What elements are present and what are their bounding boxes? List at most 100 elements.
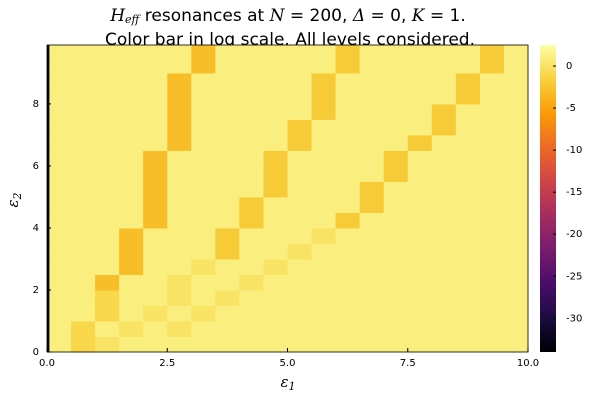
heatmap-cell — [335, 289, 361, 306]
heatmap-cell — [49, 165, 72, 182]
heatmap-cell — [47, 305, 50, 322]
heatmap-cell — [167, 212, 192, 229]
heatmap-cell — [263, 88, 288, 105]
heatmap-cell — [479, 243, 505, 260]
heatmap-cell — [383, 165, 409, 182]
heatmap-cell — [263, 103, 288, 120]
heatmap-cell — [335, 165, 361, 182]
heatmap-cell — [263, 336, 288, 353]
heatmap-cell — [239, 305, 264, 322]
heatmap-cell — [143, 336, 168, 353]
heatmap-cell — [71, 243, 96, 260]
heatmap-cell — [215, 134, 240, 151]
heatmap-cell — [215, 196, 240, 213]
heatmap-cell — [335, 274, 361, 291]
heatmap-cell — [167, 336, 192, 353]
heatmap-cell — [383, 320, 409, 337]
heatmap-cell — [239, 181, 264, 198]
heatmap-cell — [503, 336, 529, 353]
heatmap-cell — [407, 88, 433, 105]
heatmap-cell — [49, 227, 72, 244]
heatmap-cell — [215, 289, 240, 306]
heatmap-cell — [49, 305, 72, 322]
heatmap-cell — [239, 134, 264, 151]
heatmap-cell — [215, 305, 240, 322]
heatmap-cell — [47, 88, 50, 105]
heatmap-cell — [383, 336, 409, 353]
heatmap-cell — [47, 274, 50, 291]
heatmap-cell — [119, 119, 144, 136]
heatmap-cell — [119, 72, 144, 89]
heatmap-cell — [383, 103, 409, 120]
heatmap-cell — [95, 165, 120, 182]
heatmap-cell — [311, 57, 337, 74]
heatmap-cell — [239, 45, 264, 58]
heatmap-cell — [119, 150, 144, 167]
heatmap-cell — [95, 181, 120, 198]
heatmap-cell — [49, 274, 72, 291]
heatmap-cell — [49, 45, 72, 58]
heatmap-cell — [95, 320, 120, 337]
heatmap-cell — [47, 258, 50, 275]
heatmap-cell — [431, 289, 457, 306]
heatmap-cell — [239, 243, 264, 260]
heatmap-cell — [503, 119, 529, 136]
heatmap-cell — [191, 57, 216, 74]
heatmap-cell — [311, 243, 337, 260]
heatmap-cell — [95, 305, 120, 322]
heatmap-cell — [143, 72, 168, 89]
heatmap-cell — [311, 134, 337, 151]
heatmap-cell — [143, 243, 168, 260]
heatmap-cell — [431, 212, 457, 229]
heatmap-cell — [215, 103, 240, 120]
heatmap-cell — [503, 57, 529, 74]
heatmap-cell — [311, 258, 337, 275]
text-fragment: eff — [125, 13, 142, 26]
heatmap-cell — [287, 274, 313, 291]
y-tick-label: 4 — [33, 223, 39, 234]
heatmap-cell — [407, 305, 433, 322]
heatmap-cell — [383, 274, 409, 291]
heatmap-cell — [119, 57, 144, 74]
heatmap-cell — [287, 165, 313, 182]
heatmap-cell — [119, 181, 144, 198]
heatmap-cell — [167, 196, 192, 213]
heatmap-cell — [359, 258, 385, 275]
heatmap-cell — [239, 72, 264, 89]
heatmap-cell — [287, 196, 313, 213]
heatmap-cell — [47, 72, 50, 89]
heatmap-cell — [455, 88, 481, 105]
heatmap-cell — [143, 45, 168, 58]
heatmap-cell — [263, 45, 288, 58]
heatmap-cell — [119, 258, 144, 275]
heatmap-cell — [215, 274, 240, 291]
heatmap-cell — [47, 165, 50, 182]
heatmap-cell — [383, 243, 409, 260]
heatmap-cell — [455, 72, 481, 89]
heatmap-cell — [263, 274, 288, 291]
heatmap-cell — [47, 103, 50, 120]
heatmap-cell — [263, 258, 288, 275]
heatmap-cell — [191, 119, 216, 136]
heatmap-cell — [47, 57, 50, 74]
heatmap-cell — [287, 181, 313, 198]
heatmap-cell — [407, 45, 433, 58]
heatmap-cell — [71, 227, 96, 244]
text-fragment: = 0, — [365, 6, 412, 26]
heatmap-cell — [503, 165, 529, 182]
heatmap-cell — [287, 72, 313, 89]
heatmap-cell — [431, 119, 457, 136]
heatmap-cell — [359, 305, 385, 322]
heatmap-cell — [71, 305, 96, 322]
heatmap-cell — [239, 165, 264, 182]
heatmap-cell — [95, 72, 120, 89]
heatmap-cell — [479, 258, 505, 275]
heatmap-cell — [239, 196, 264, 213]
heatmap-cell — [311, 336, 337, 353]
heatmap-cell — [431, 103, 457, 120]
heatmap-cell — [407, 119, 433, 136]
heatmap-cell — [239, 150, 264, 167]
heatmap-cell — [407, 336, 433, 353]
heatmap-cell — [455, 289, 481, 306]
y-tick-label: 2 — [33, 285, 39, 296]
